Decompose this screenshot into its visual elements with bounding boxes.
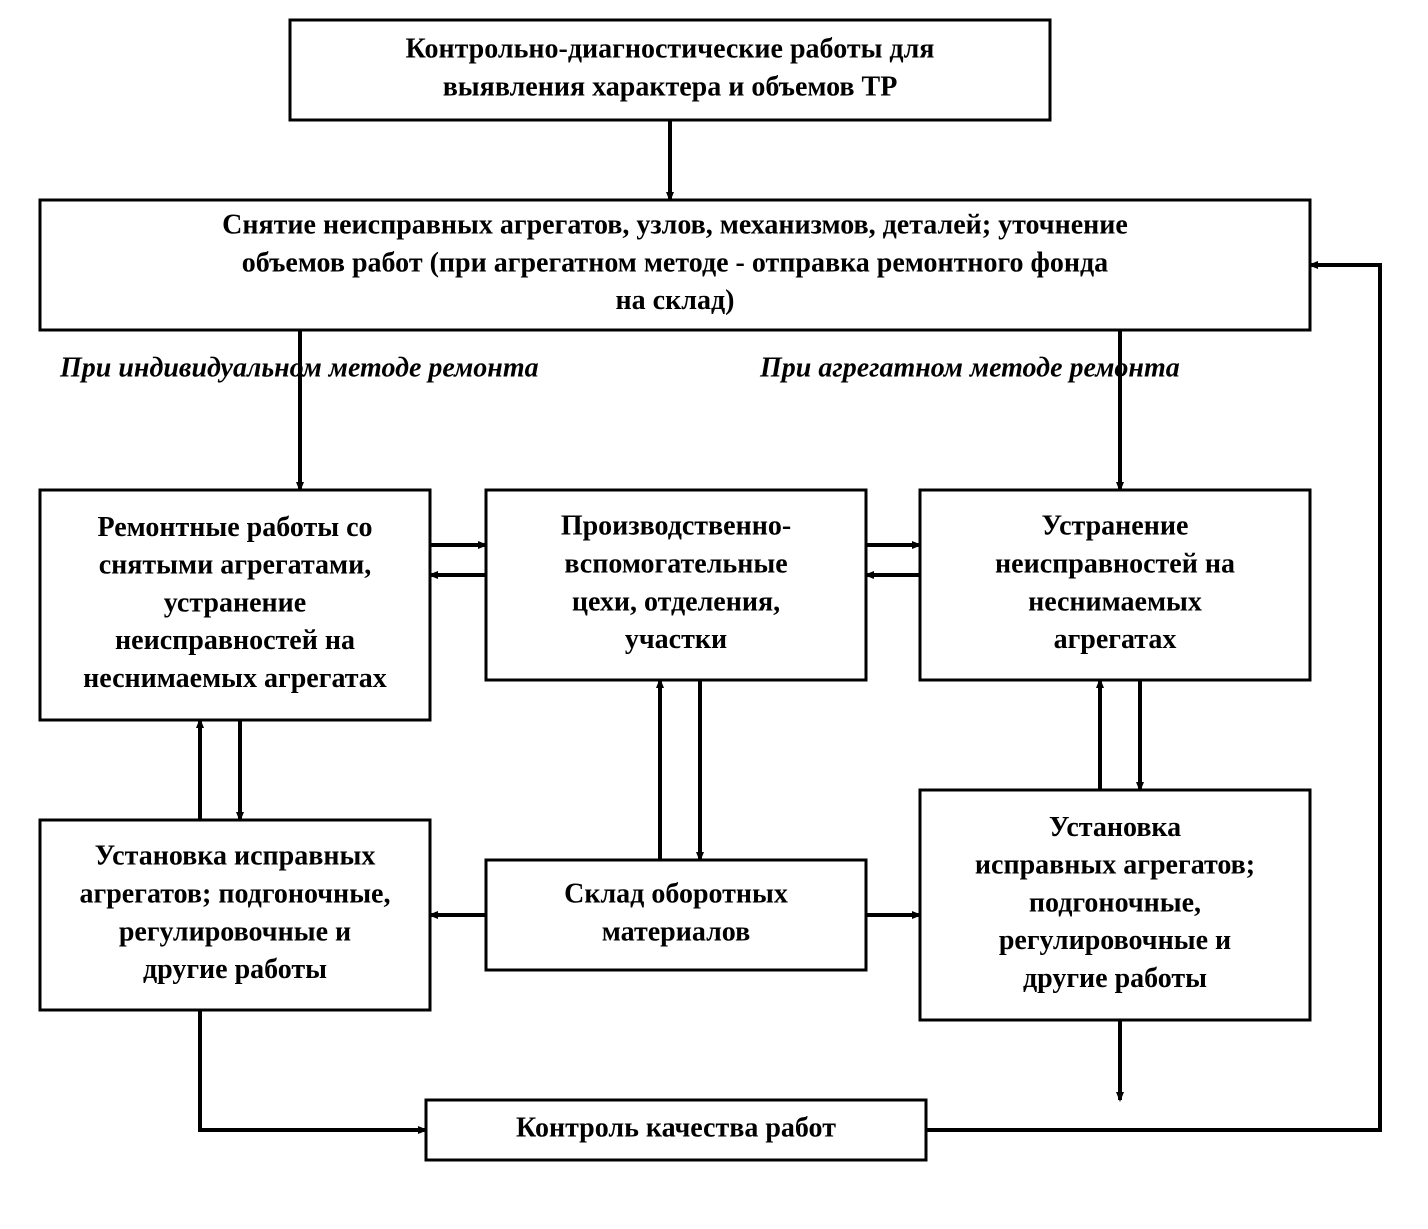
node-text: Снятие неисправных агрегатов, узлов, мех…: [222, 210, 1128, 241]
node-text: устранение: [164, 587, 307, 618]
node-text: неснимаемых: [1028, 586, 1202, 617]
flow-node: Контрольно-диагностические работы для выя…: [290, 20, 1050, 120]
node-text: материалов: [602, 916, 750, 947]
node-text: Устранение: [1042, 511, 1189, 542]
flow-node: Ремонтные работы со снятыми агрегатами, ус…: [40, 490, 430, 720]
node-text: агрегатов; подгоночные,: [80, 879, 391, 910]
node-text: другие работы: [1023, 963, 1207, 994]
nodes-layer: Контрольно-диагностические работы для выя…: [40, 20, 1310, 1160]
node-text: цехи, отделения,: [572, 586, 780, 617]
node-text: Контрольно-диагностические работы для: [406, 34, 935, 65]
flow-node: Контроль качества работ: [426, 1100, 926, 1160]
node-text: Ремонтные работы со: [97, 512, 372, 543]
node-text: Склад оборотных: [564, 879, 788, 910]
node-text: регулировочные и: [999, 925, 1231, 956]
flow-node: Склад оборотных материалов: [486, 860, 866, 970]
node-text: на склад): [616, 285, 735, 316]
branch-label: При индивидуальном методе ремонта: [59, 352, 539, 383]
node-text: другие работы: [143, 954, 327, 985]
node-text: агрегатах: [1054, 624, 1177, 655]
node-text: вспомогательные: [564, 549, 787, 580]
node-text: неснимаемых агрегатах: [83, 663, 387, 694]
node-text: подгоночные,: [1029, 887, 1201, 918]
node-text: снятыми агрегатами,: [99, 550, 372, 581]
node-text: участки: [625, 624, 727, 655]
node-text: неисправностей на: [995, 549, 1235, 580]
branch-label: При агрегатном методе ремонта: [759, 352, 1180, 383]
flow-node: Установка исправных агрегатов; подгоночны…: [40, 820, 430, 1010]
node-text: исправных агрегатов;: [975, 850, 1255, 881]
node-text: Контроль качества работ: [516, 1112, 836, 1143]
flow-node: Установка исправных агрегатов; подгоночные…: [920, 790, 1310, 1020]
node-text: Установка исправных: [95, 841, 376, 872]
node-text: Установка: [1049, 812, 1181, 843]
flow-node: Производственно-вспомогательные цехи, отд…: [486, 490, 866, 680]
flow-node: Снятие неисправных агрегатов, узлов, мех…: [40, 200, 1310, 330]
node-text: неисправностей на: [115, 625, 355, 656]
node-text: выявления характера и объемов ТР: [443, 71, 898, 102]
node-text: регулировочные и: [119, 916, 351, 947]
node-text: объемов работ (при агрегатном методе - о…: [242, 247, 1108, 278]
node-text: Производственно-: [561, 511, 791, 542]
flow-node: Устранение неисправностей на неснимаемых аг…: [920, 490, 1310, 680]
branch-labels: При индивидуальном методе ремонта При агр…: [59, 352, 1180, 383]
